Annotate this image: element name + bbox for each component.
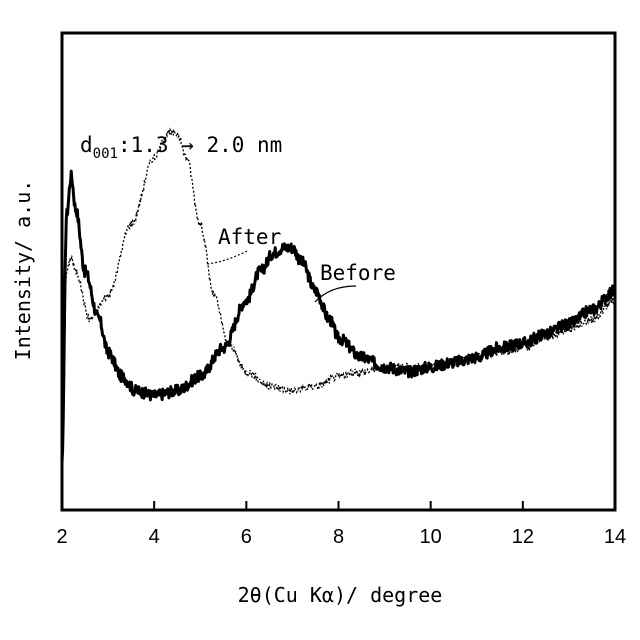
- x-tick-label: 8: [333, 526, 344, 548]
- annotation-subscript: 001: [93, 146, 118, 162]
- x-tick-label: 2: [56, 526, 67, 548]
- x-axis-title: 2θ(Cu Kα)/ degree: [238, 583, 443, 607]
- xrd-chart: 2 4 6 8 10 12 14 d001:1.3 → 2.0 nm After Befor…: [0, 0, 640, 640]
- series-label-before: Before: [320, 261, 396, 285]
- x-tick-label: 12: [512, 526, 534, 548]
- annotation-prefix: d: [80, 133, 93, 157]
- series-label-after: After: [218, 225, 281, 249]
- figure-background: [0, 0, 640, 640]
- x-tick-label: 4: [149, 526, 160, 548]
- annotation-suffix: :1.3 → 2.0 nm: [118, 133, 282, 157]
- x-tick-label: 10: [420, 526, 442, 548]
- y-axis-title: Intensity/ a.u.: [11, 180, 35, 361]
- x-tick-label: 6: [241, 526, 252, 548]
- x-tick-label: 14: [604, 526, 626, 548]
